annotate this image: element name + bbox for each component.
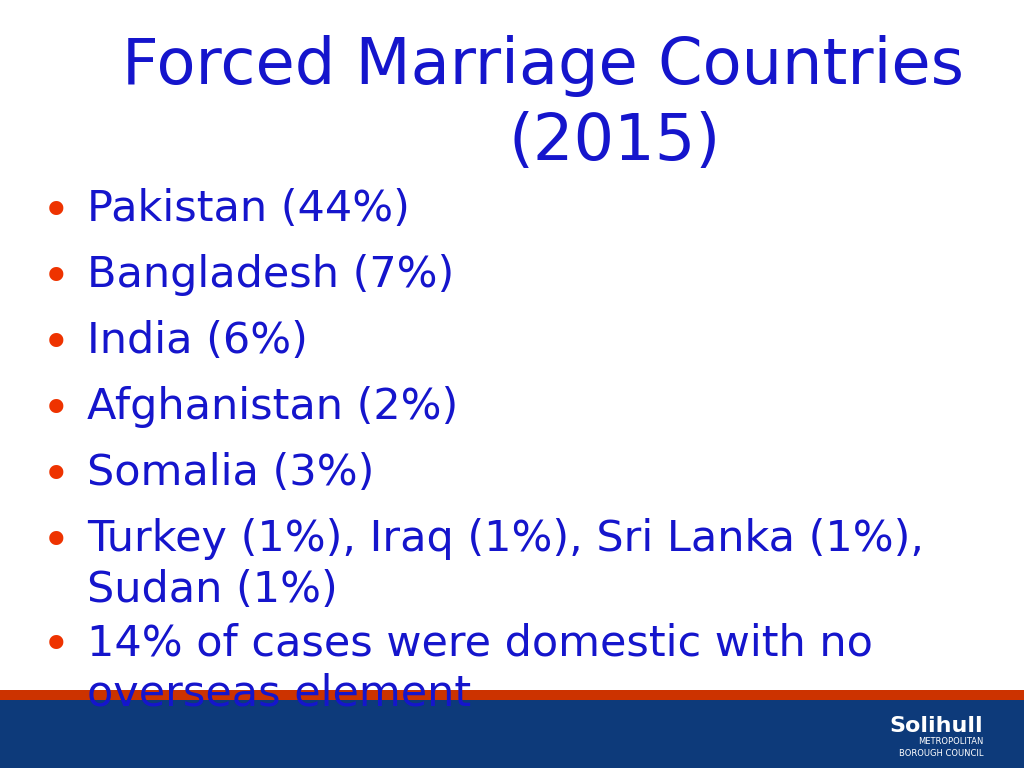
Text: Forced Marriage Countries: Forced Marriage Countries: [122, 35, 964, 97]
Text: Bangladesh (7%): Bangladesh (7%): [87, 254, 455, 296]
Text: •: •: [42, 622, 71, 670]
Text: •: •: [42, 518, 71, 566]
Text: Turkey (1%), Iraq (1%), Sri Lanka (1%),
Sudan (1%): Turkey (1%), Iraq (1%), Sri Lanka (1%), …: [87, 518, 924, 611]
Text: •: •: [42, 320, 71, 369]
Text: India (6%): India (6%): [87, 320, 308, 362]
Text: •: •: [42, 452, 71, 500]
Text: Pakistan (44%): Pakistan (44%): [87, 188, 410, 230]
Text: 14% of cases were domestic with no
overseas element: 14% of cases were domestic with no overs…: [87, 622, 872, 714]
Text: (2015): (2015): [508, 111, 721, 174]
Text: •: •: [42, 254, 71, 302]
Text: METROPOLITAN
BOROUGH COUNCIL: METROPOLITAN BOROUGH COUNCIL: [898, 737, 983, 758]
Text: Afghanistan (2%): Afghanistan (2%): [87, 386, 459, 429]
Text: Solihull: Solihull: [890, 717, 983, 737]
Text: •: •: [42, 386, 71, 434]
Text: •: •: [42, 188, 71, 237]
Text: Somalia (3%): Somalia (3%): [87, 452, 375, 495]
